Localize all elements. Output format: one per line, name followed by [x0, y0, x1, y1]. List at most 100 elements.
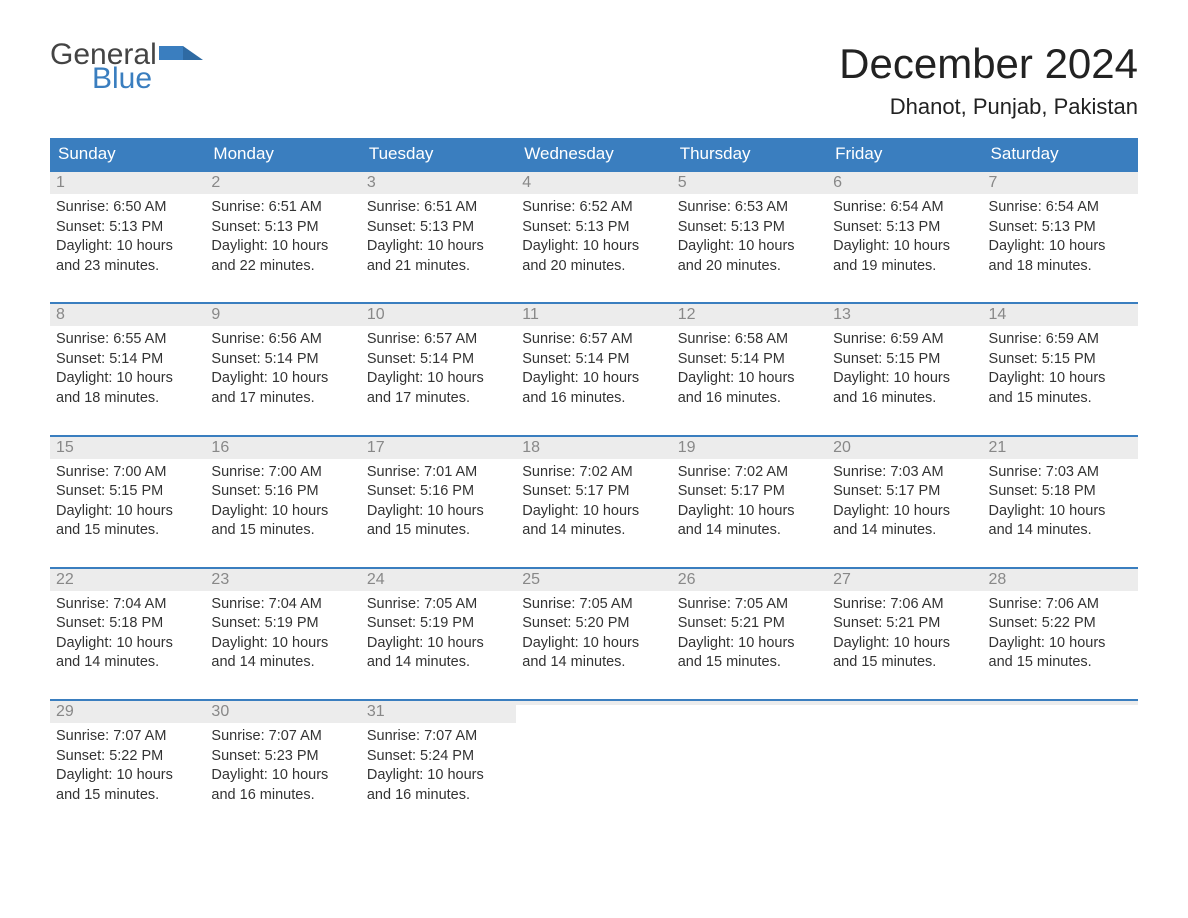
day-details: Sunrise: 6:52 AMSunset: 5:13 PMDaylight:… [516, 194, 671, 282]
sunset-text: Sunset: 5:17 PM [833, 482, 976, 502]
calendar-week: 1Sunrise: 6:50 AMSunset: 5:13 PMDaylight… [50, 170, 1138, 282]
daylight-line1: Daylight: 10 hours [522, 237, 665, 257]
sunset-text: Sunset: 5:18 PM [989, 482, 1132, 502]
day-number: 25 [522, 571, 540, 588]
day-details: Sunrise: 7:05 AMSunset: 5:21 PMDaylight:… [672, 591, 827, 679]
sunset-text: Sunset: 5:14 PM [367, 350, 510, 370]
sunset-text: Sunset: 5:17 PM [678, 482, 821, 502]
calendar-day: 2Sunrise: 6:51 AMSunset: 5:13 PMDaylight… [205, 172, 360, 282]
daylight-line2: and 16 minutes. [367, 786, 510, 806]
sunset-text: Sunset: 5:24 PM [367, 747, 510, 767]
day-number-row [983, 701, 1138, 705]
day-number: 26 [678, 571, 696, 588]
sunset-text: Sunset: 5:13 PM [833, 218, 976, 238]
day-number-row: 23 [205, 569, 360, 591]
day-details: Sunrise: 7:03 AMSunset: 5:17 PMDaylight:… [827, 459, 982, 547]
sunset-text: Sunset: 5:14 PM [211, 350, 354, 370]
calendar-header-row: Sunday Monday Tuesday Wednesday Thursday… [50, 138, 1138, 170]
daylight-line2: and 16 minutes. [678, 389, 821, 409]
day-label-tuesday: Tuesday [361, 138, 516, 170]
day-number: 18 [522, 439, 540, 456]
sunset-text: Sunset: 5:17 PM [522, 482, 665, 502]
daylight-line1: Daylight: 10 hours [367, 502, 510, 522]
day-number: 7 [989, 174, 998, 191]
day-label-sunday: Sunday [50, 138, 205, 170]
sunset-text: Sunset: 5:14 PM [678, 350, 821, 370]
calendar-week: 29Sunrise: 7:07 AMSunset: 5:22 PMDayligh… [50, 699, 1138, 811]
daylight-line2: and 14 minutes. [367, 653, 510, 673]
daylight-line1: Daylight: 10 hours [211, 766, 354, 786]
day-number-row: 1 [50, 172, 205, 194]
sunrise-text: Sunrise: 7:00 AM [211, 463, 354, 483]
day-number-row: 27 [827, 569, 982, 591]
day-number: 9 [211, 306, 220, 323]
daylight-line2: and 22 minutes. [211, 257, 354, 277]
sunrise-text: Sunrise: 7:04 AM [211, 595, 354, 615]
day-details: Sunrise: 6:56 AMSunset: 5:14 PMDaylight:… [205, 326, 360, 414]
sunset-text: Sunset: 5:18 PM [56, 614, 199, 634]
day-number-row: 8 [50, 304, 205, 326]
calendar-week: 8Sunrise: 6:55 AMSunset: 5:14 PMDaylight… [50, 302, 1138, 414]
day-details: Sunrise: 7:00 AMSunset: 5:15 PMDaylight:… [50, 459, 205, 547]
day-number: 11 [522, 306, 539, 323]
calendar-week: 22Sunrise: 7:04 AMSunset: 5:18 PMDayligh… [50, 567, 1138, 679]
day-number-row: 7 [983, 172, 1138, 194]
sunset-text: Sunset: 5:22 PM [989, 614, 1132, 634]
daylight-line1: Daylight: 10 hours [678, 237, 821, 257]
day-label-thursday: Thursday [672, 138, 827, 170]
day-number: 10 [367, 306, 385, 323]
daylight-line2: and 17 minutes. [211, 389, 354, 409]
sunrise-text: Sunrise: 7:04 AM [56, 595, 199, 615]
calendar-day: 26 Sunrise: 7:05 AMSunset: 5:21 PMDayligh… [672, 569, 827, 679]
day-number: 22 [56, 571, 74, 588]
day-number-row: 12 [672, 304, 827, 326]
daylight-line2: and 15 minutes. [367, 521, 510, 541]
calendar-day: 3Sunrise: 6:51 AMSunset: 5:13 PMDaylight… [361, 172, 516, 282]
day-number-row: 26 [672, 569, 827, 591]
calendar-day: 12Sunrise: 6:58 AMSunset: 5:14 PMDayligh… [672, 304, 827, 414]
day-details: Sunrise: 6:51 AMSunset: 5:13 PMDaylight:… [205, 194, 360, 282]
day-number-row: 30 [205, 701, 360, 723]
daylight-line1: Daylight: 10 hours [211, 237, 354, 257]
day-details: Sunrise: 6:59 AMSunset: 5:15 PMDaylight:… [827, 326, 982, 414]
daylight-line1: Daylight: 10 hours [211, 369, 354, 389]
day-number-row: 25 [516, 569, 671, 591]
calendar-day: 9 Sunrise: 6:56 AMSunset: 5:14 PMDaylight… [205, 304, 360, 414]
daylight-line2: and 15 minutes. [211, 521, 354, 541]
daylight-line2: and 15 minutes. [56, 521, 199, 541]
calendar-day: 30Sunrise: 7:07 AMSunset: 5:23 PMDayligh… [205, 701, 360, 811]
sunrise-text: Sunrise: 6:54 AM [989, 198, 1132, 218]
calendar-day: 24Sunrise: 7:05 AMSunset: 5:19 PMDayligh… [361, 569, 516, 679]
sunrise-text: Sunrise: 7:03 AM [989, 463, 1132, 483]
sunrise-text: Sunrise: 7:07 AM [211, 727, 354, 747]
calendar-day: 23Sunrise: 7:04 AMSunset: 5:19 PMDayligh… [205, 569, 360, 679]
sunrise-text: Sunrise: 7:06 AM [833, 595, 976, 615]
calendar-day: 27Sunrise: 7:06 AMSunset: 5:21 PMDayligh… [827, 569, 982, 679]
day-number-row: 10 [361, 304, 516, 326]
sunset-text: Sunset: 5:13 PM [211, 218, 354, 238]
calendar-day: 21Sunrise: 7:03 AMSunset: 5:18 PMDayligh… [983, 437, 1138, 547]
sunrise-text: Sunrise: 6:52 AM [522, 198, 665, 218]
day-details: Sunrise: 7:06 AMSunset: 5:21 PMDaylight:… [827, 591, 982, 679]
day-details: Sunrise: 7:04 AMSunset: 5:19 PMDaylight:… [205, 591, 360, 679]
day-number: 31 [367, 703, 385, 720]
day-number: 15 [56, 439, 74, 456]
day-label-wednesday: Wednesday [516, 138, 671, 170]
day-number-row: 28 [983, 569, 1138, 591]
daylight-line1: Daylight: 10 hours [833, 634, 976, 654]
sunset-text: Sunset: 5:13 PM [678, 218, 821, 238]
day-label-monday: Monday [205, 138, 360, 170]
brand-logo: General Blue [50, 40, 203, 94]
calendar-body: 1Sunrise: 6:50 AMSunset: 5:13 PMDaylight… [50, 170, 1138, 811]
daylight-line2: and 18 minutes. [989, 257, 1132, 277]
daylight-line1: Daylight: 10 hours [678, 502, 821, 522]
day-number: 29 [56, 703, 74, 720]
daylight-line1: Daylight: 10 hours [522, 502, 665, 522]
header: General Blue December 2024 Dhanot, Punja… [50, 40, 1138, 132]
day-number: 19 [678, 439, 696, 456]
daylight-line2: and 15 minutes. [56, 786, 199, 806]
daylight-line2: and 14 minutes. [989, 521, 1132, 541]
day-number: 17 [367, 439, 385, 456]
daylight-line2: and 16 minutes. [833, 389, 976, 409]
calendar-day: 8Sunrise: 6:55 AMSunset: 5:14 PMDaylight… [50, 304, 205, 414]
